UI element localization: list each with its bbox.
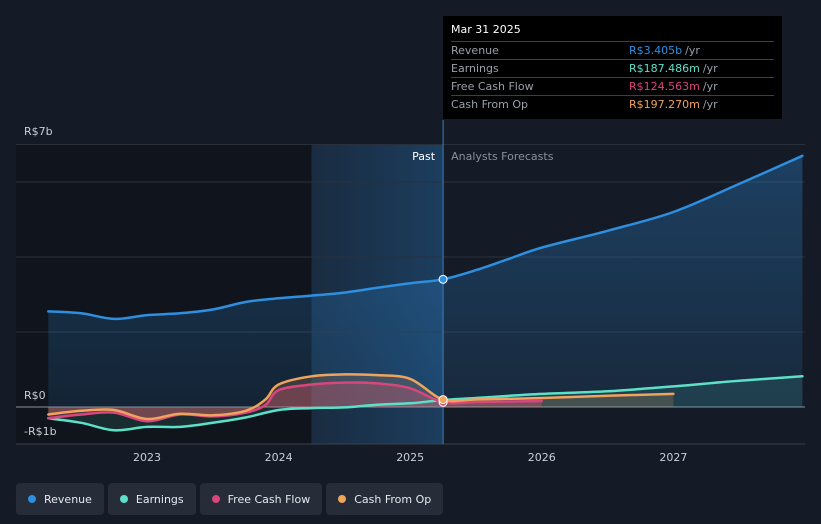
x-axis-labels: 2023 2024 2025 2026 2027 [133, 451, 687, 464]
tooltip-unit: /yr [702, 98, 718, 111]
forecast-label: Analysts Forecasts [451, 150, 554, 163]
legend-item-revenue[interactable]: Revenue [16, 483, 104, 515]
legend-item-cash-from-op[interactable]: Cash From Op [326, 483, 444, 515]
legend-dot-icon [338, 495, 347, 503]
financials-chart: R$7b R$0 -R$1b 2023 2024 2025 2026 2027 Past A… [16, 120, 805, 464]
cash-from-op-marker [438, 395, 448, 405]
tooltip-unit: /yr [702, 80, 718, 93]
cash-from-op-line [47, 373, 675, 421]
legend-dot-icon [28, 495, 36, 503]
legend-label: Free Cash Flow [227, 492, 311, 506]
tooltip: Mar 31 2025 Revenue R$3.405b /yr Earning… [443, 16, 782, 119]
series-lines [47, 154, 804, 432]
earnings-area [48, 376, 803, 431]
x-axis-label: 2023 [133, 451, 161, 464]
x-axis-label: 2027 [659, 451, 687, 464]
x-axis-label: 2024 [265, 451, 293, 464]
tooltip-value: R$3.405b [629, 44, 683, 57]
past-label: Past [412, 150, 436, 163]
tooltip-unit: /yr [702, 62, 718, 75]
free-cash-flow-line [47, 381, 544, 423]
legend: Revenue Earnings Free Cash Flow Cash Fro… [16, 483, 444, 515]
revenue-area [48, 155, 803, 407]
y-axis-label: R$7b [24, 125, 53, 138]
legend-label: Earnings [135, 492, 184, 506]
legend-item-earnings[interactable]: Earnings [107, 483, 196, 515]
legend-dot-icon [211, 495, 220, 503]
tooltip-label: Free Cash Flow [451, 80, 534, 93]
y-axis-label: -R$1b [24, 425, 57, 438]
legend-label: Revenue [44, 492, 92, 506]
tooltip-row-earnings: Earnings R$187.486m /yr [451, 59, 774, 77]
legend-dot-icon [119, 495, 128, 503]
revenue-marker [438, 274, 448, 284]
tooltip-value: R$197.270m [629, 98, 700, 111]
x-axis-label: 2025 [396, 451, 424, 464]
tooltip-row-free-cash-flow: Free Cash Flow R$124.563m /yr [451, 77, 774, 95]
tooltip-row-cash-from-op: Cash From Op R$197.270m /yr [451, 95, 774, 113]
hover-markers [438, 274, 448, 407]
legend-item-free-cash-flow[interactable]: Free Cash Flow [199, 483, 323, 515]
legend-label: Cash From Op [354, 492, 432, 506]
x-axis-label: 2026 [528, 451, 556, 464]
cash-from-op-area [48, 374, 674, 420]
y-axis-labels: R$7b R$0 -R$1b [24, 125, 57, 438]
tooltip-date: Mar 31 2025 [451, 23, 521, 36]
tooltip-value: R$187.486m [629, 62, 700, 75]
revenue-line [47, 154, 804, 321]
tooltip-value: R$124.563m [629, 80, 700, 93]
tooltip-row-revenue: Revenue R$3.405b /yr [451, 41, 774, 59]
earnings-line [47, 375, 804, 432]
y-axis-label: R$0 [24, 389, 46, 402]
tooltip-unit: /yr [685, 44, 700, 57]
tooltip-label: Cash From Op [451, 98, 529, 111]
tooltip-label: Revenue [451, 44, 499, 57]
tooltip-label: Earnings [451, 62, 499, 75]
